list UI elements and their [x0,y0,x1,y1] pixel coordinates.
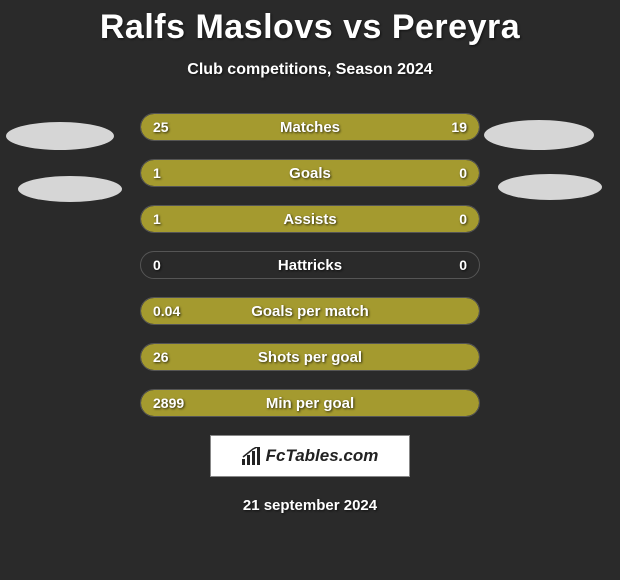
player-avatar-right-2 [498,174,602,200]
stat-label: Hattricks [141,252,479,278]
player-avatar-left-2 [18,176,122,202]
stat-row: 2519Matches [140,113,480,141]
stat-label: Assists [141,206,479,232]
stats-bars: 2519Matches 10Goals 10Assists 00Hattricks 0.… [140,113,480,417]
stat-row: 2899Min per goal [140,389,480,417]
logo: FcTables.com [242,446,379,466]
stat-row: 00Hattricks [140,251,480,279]
chart-icon [242,447,262,465]
stat-label: Goals [141,160,479,186]
stat-label: Goals per match [141,298,479,324]
stat-label: Matches [141,114,479,140]
stat-label: Shots per goal [141,344,479,370]
logo-text: FcTables.com [266,446,379,466]
stat-row: 10Assists [140,205,480,233]
player-avatar-right-1 [484,120,594,150]
stat-row: 10Goals [140,159,480,187]
stat-row: 26Shots per goal [140,343,480,371]
stat-row: 0.04Goals per match [140,297,480,325]
logo-box: FcTables.com [210,435,410,477]
subtitle: Club competitions, Season 2024 [0,61,620,79]
stat-label: Min per goal [141,390,479,416]
page-title: Ralfs Maslovs vs Pereyra [0,0,620,47]
player-avatar-left-1 [6,122,114,150]
date-label: 21 september 2024 [0,497,620,514]
